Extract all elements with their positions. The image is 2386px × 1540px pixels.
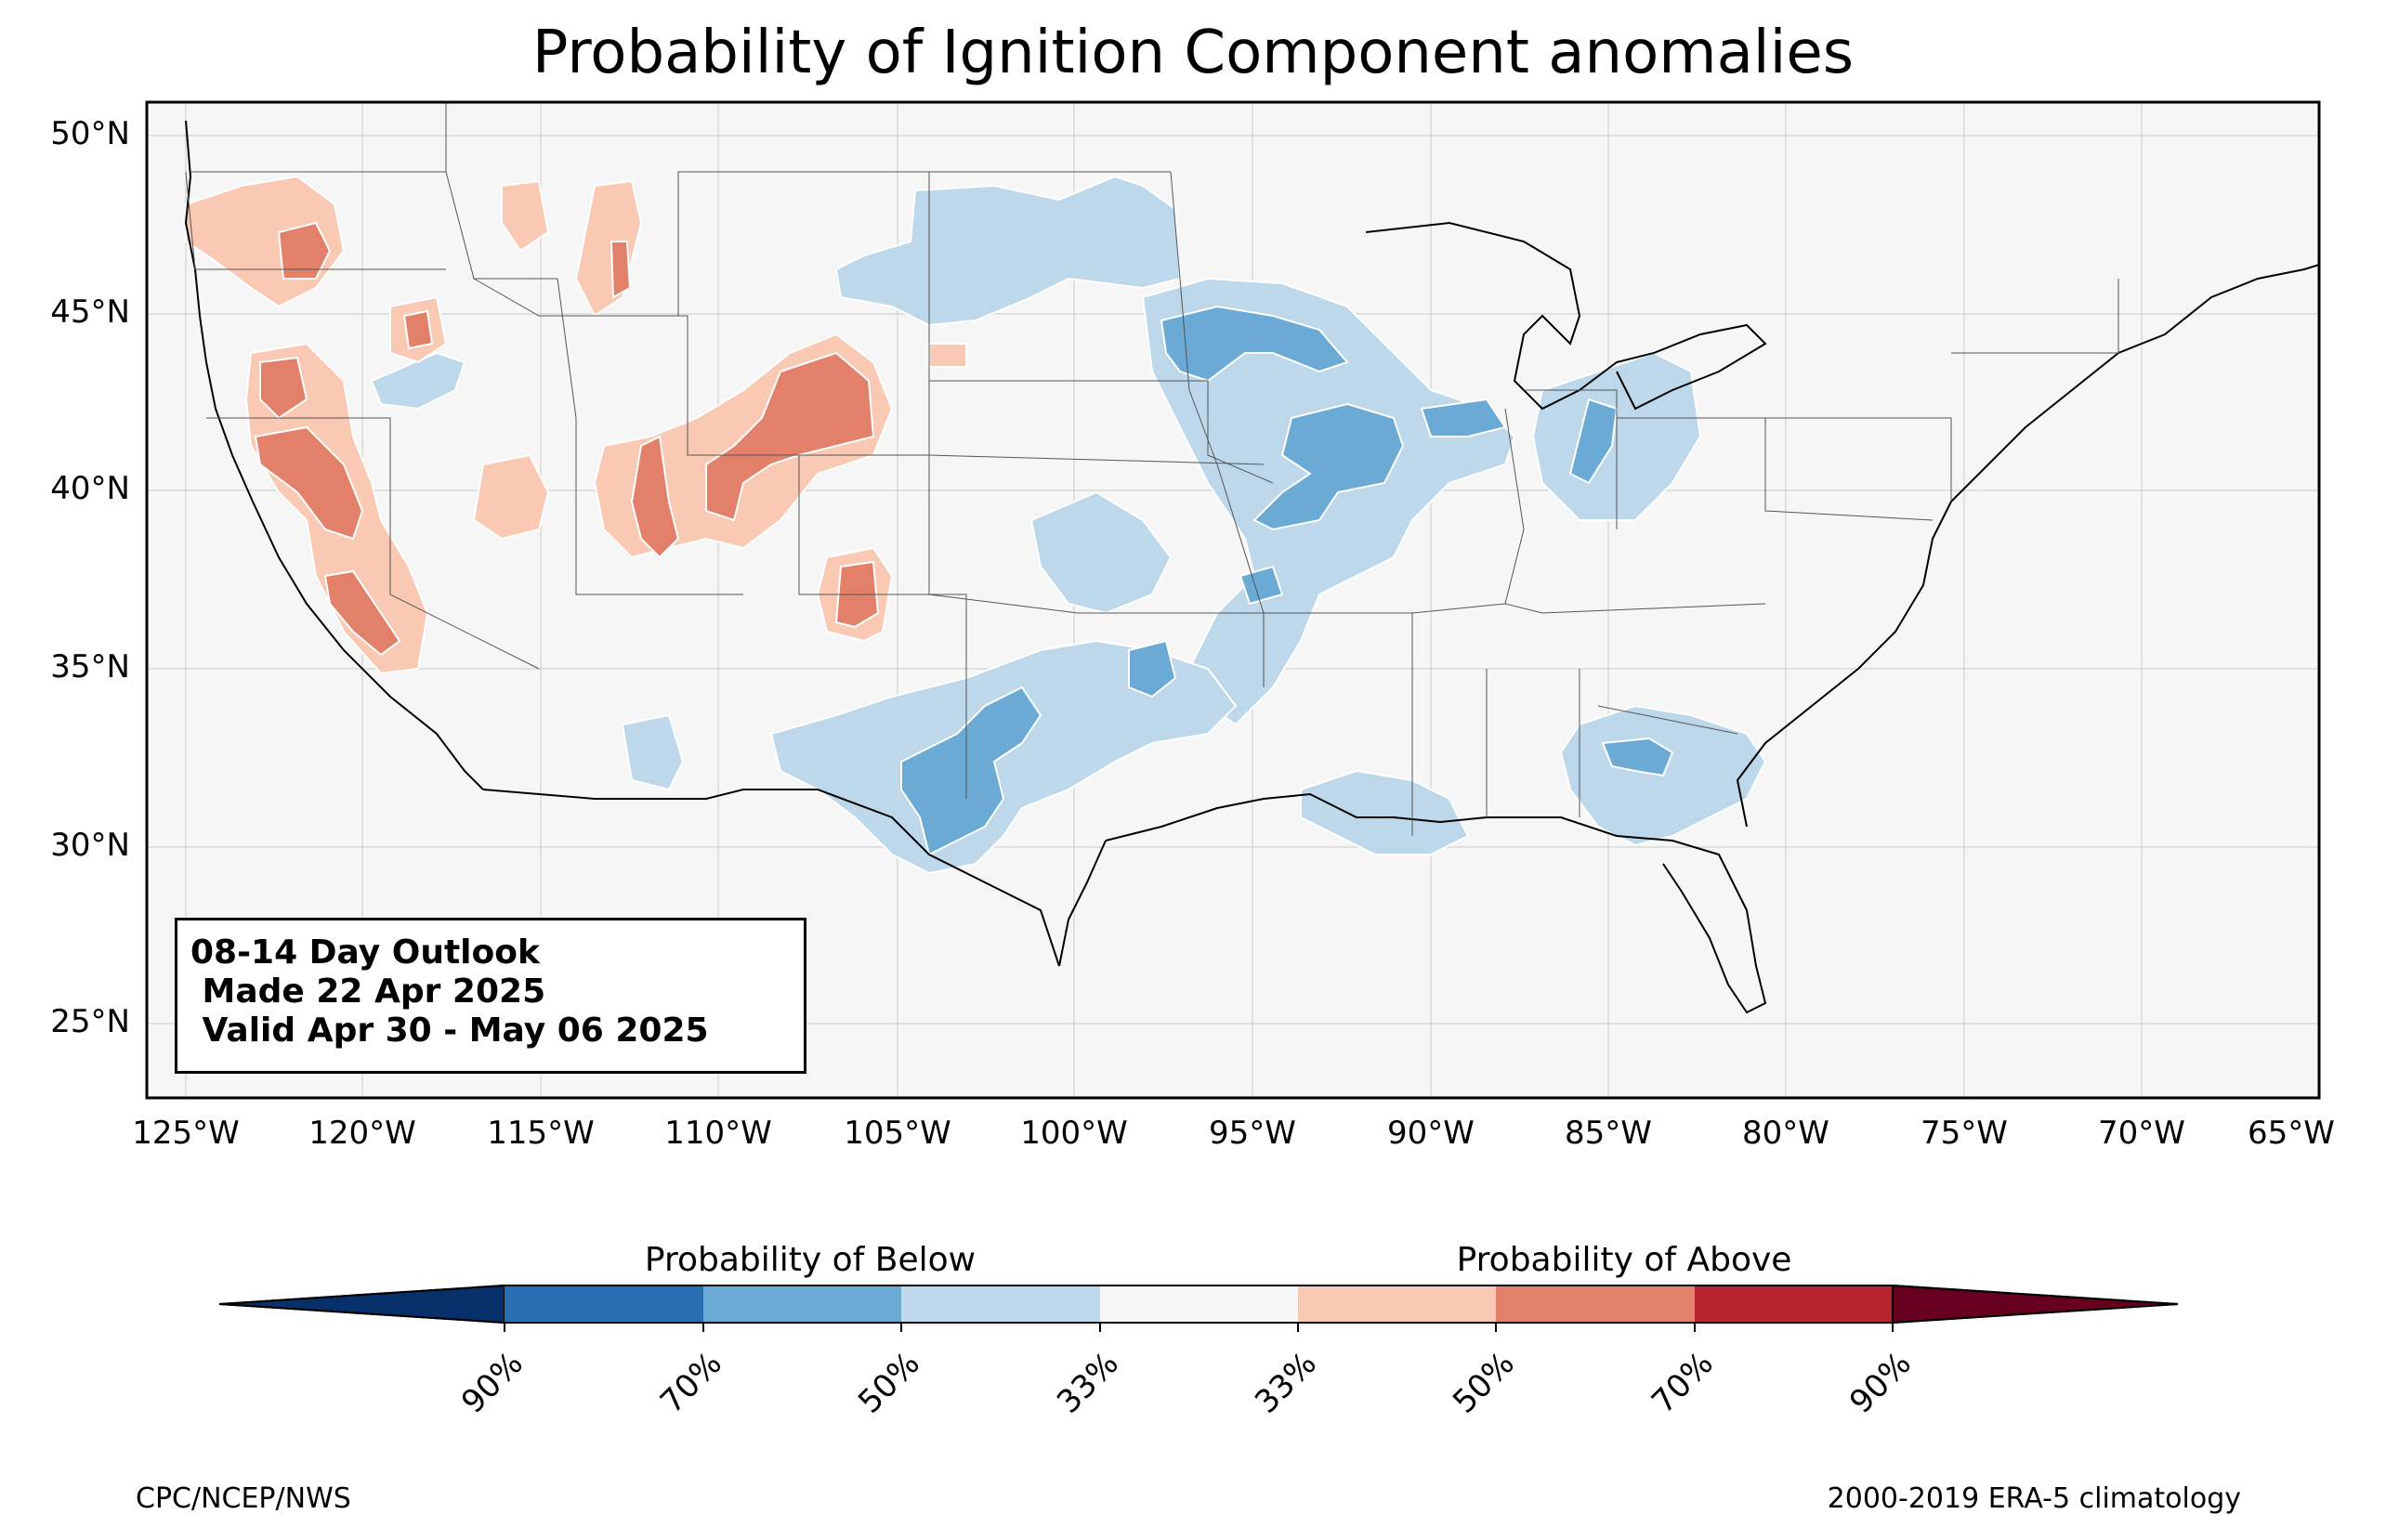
colorbar-bin-50-below	[901, 1286, 1100, 1323]
below-33-southwest	[621, 713, 685, 791]
gulf-coastline	[1105, 792, 1767, 1014]
lat-label-40: 40°N	[50, 470, 130, 507]
texas-coast	[1058, 840, 1107, 967]
below-50-illinois	[1420, 398, 1507, 437]
colorbar-extend-high	[1892, 1284, 2179, 1325]
lon-label-85w: 85°W	[1565, 1115, 1652, 1152]
colorbar-bin-90-below	[505, 1286, 703, 1323]
map-title: Probability of Ignition Component anomal…	[531, 19, 1855, 87]
above-50-washington	[277, 221, 332, 280]
below-50-texas	[900, 685, 1042, 856]
below-33-northern-plains	[834, 175, 1182, 327]
geography-outlines	[184, 120, 2320, 1014]
above-50-n-california	[259, 356, 308, 420]
lon-label-75w: 75°W	[1921, 1115, 2008, 1152]
above-50-s-california	[323, 569, 401, 657]
colorbar-bin-70-above	[1695, 1286, 1893, 1323]
below-33-central-plains	[1029, 490, 1173, 615]
state-borders	[185, 102, 2119, 836]
outlook-valid-range: Valid Apr 30 - May 06 2025	[190, 1011, 709, 1050]
lat-label-50: 50°N	[50, 115, 130, 152]
above-50-idaho	[610, 241, 632, 299]
lon-label-70w: 70°W	[2098, 1115, 2185, 1152]
lon-label-120w: 120°W	[308, 1115, 416, 1152]
above-33-colorado-small	[928, 343, 967, 368]
lat-label-30: 30°N	[50, 827, 130, 864]
mexico-border	[482, 789, 1060, 967]
map-frame	[145, 100, 2321, 1100]
above-50-wyoming	[705, 351, 875, 522]
outlook-info-box: 08-14 Day Outlook Made 22 Apr 2025 Valid…	[175, 918, 806, 1074]
atlantic-coastline	[1736, 264, 2320, 828]
below-33-gulf	[1300, 769, 1470, 855]
lon-label-125w: 125°W	[132, 1115, 240, 1152]
lon-label-105w: 105°W	[844, 1115, 951, 1152]
below-33-west	[370, 351, 466, 411]
colorbar-bin-50-above	[1496, 1286, 1695, 1323]
lon-label-110w: 110°W	[664, 1115, 772, 1152]
below-50-oklahoma	[1128, 639, 1177, 698]
west-coastline	[184, 120, 484, 790]
lat-label-45: 45°N	[50, 294, 130, 331]
lon-label-95w: 95°W	[1209, 1115, 1296, 1152]
lon-label-80w: 80°W	[1742, 1115, 1829, 1152]
above-33-montana	[501, 179, 550, 253]
above-contours	[185, 175, 967, 675]
lat-label-25: 25°N	[50, 1003, 130, 1040]
colorbar-below-label: Probability of Below	[644, 1241, 977, 1279]
below-50-kansas	[1239, 565, 1284, 606]
above-33-nevada	[472, 453, 550, 541]
above-50-sierra	[254, 425, 364, 541]
colorbar-extend-low	[218, 1284, 505, 1325]
lat-label-35: 35°N	[50, 648, 130, 685]
above-50-oregon-central	[402, 309, 434, 350]
below-50-georgia	[1601, 737, 1674, 777]
outlook-period: 08-14 Day Outlook	[190, 933, 540, 972]
colorbar-above-label: Probability of Above	[1456, 1241, 1792, 1279]
below-50-minnesota	[1160, 305, 1349, 383]
above-50-utah	[630, 435, 680, 559]
outlook-made-date: Made 22 Apr 2025	[190, 972, 546, 1011]
lon-label-90w: 90°W	[1387, 1115, 1475, 1152]
footer-climatology: 2000-2019 ERA-5 climatology	[1827, 1482, 2241, 1515]
below-50-iowa	[1252, 402, 1405, 531]
colorbar-bin-33-above	[1298, 1286, 1496, 1323]
colorbar	[218, 1284, 2179, 1332]
great-lakes	[1365, 221, 1767, 411]
footer-source: CPC/NCEP/NWS	[136, 1482, 351, 1515]
colorbar-bin-neutral	[1100, 1286, 1298, 1323]
lon-label-100w: 100°W	[1020, 1115, 1128, 1152]
lon-label-115w: 115°W	[487, 1115, 595, 1152]
colorbar-bin-70-below	[703, 1286, 901, 1323]
lon-label-65w: 65°W	[2248, 1115, 2335, 1152]
